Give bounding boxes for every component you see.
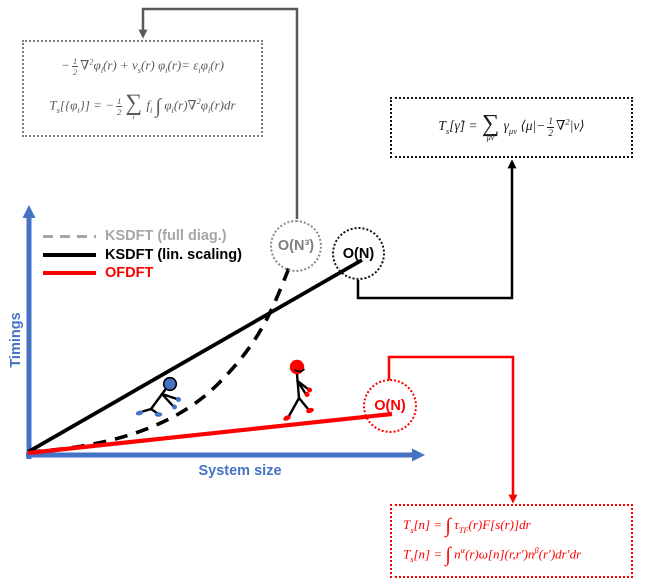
badge-on-ksdft-label: O(N) (342, 245, 375, 262)
ofdft-nonlocal-equation: Ts[n] = ∫ nα(r)ω[n](r,r′)nβ(r′)dr′dr (403, 544, 582, 567)
ofdft-thomas-fermi-equation: Ts[n] = ∫ τTF(r)F[s(r)]dr (403, 514, 531, 537)
legend-swatch-solid-black (43, 252, 96, 257)
walker-head (289, 359, 305, 375)
ofdft-line (27, 411, 393, 456)
connector-on3-to-ks-box (138, 7, 299, 219)
legend-label: KSDFT (full diag.) (105, 228, 227, 245)
ksdft-full-diag-curve (27, 267, 291, 454)
density-matrix-kinetic-equation: Ts[γ̂] = ∑ μν γμν ⟨μ|− 1 2 ∇2|ν⟩ (438, 110, 585, 143)
badge-on3-label: O(N³) (277, 238, 315, 254)
badge-on-ksdft: O(N) (332, 227, 385, 280)
legend-item-ksdft-linear: KSDFT (lin. scaling) (43, 246, 242, 265)
plot-legend: KSDFT (full diag.) KSDFT (lin. scaling) … (43, 227, 242, 283)
climber-head (162, 376, 178, 392)
badge-on-ofdft-label: O(N) (374, 398, 406, 414)
legend-item-ofdft: OFDFT (43, 264, 242, 283)
ksdft-kinetic-energy-equation: Ts[{φi}] = −1 2 ∑ i fi ∫ φi(r)∇2φi(r)dr (49, 89, 236, 121)
density-matrix-equation-box: Ts[γ̂] = ∑ μν γμν ⟨μ|− 1 2 ∇2|ν⟩ (390, 97, 633, 158)
climber-figure (135, 376, 181, 417)
legend-item-ksdft-full-diag: KSDFT (full diag.) (43, 227, 242, 246)
badge-on3: O(N³) (270, 220, 322, 272)
y-axis-label: Timings (8, 312, 24, 368)
ksdft-eigenvalue-equation: −1 2 ∇2φi(r) + vs(r) φi(r)= εiφi(r) (61, 56, 224, 78)
legend-swatch-solid-red (43, 271, 96, 276)
walker-figure (283, 359, 314, 421)
plot-axes (22, 204, 426, 462)
legend-label: OFDFT (105, 265, 154, 282)
badge-on-ofdft: O(N) (363, 379, 417, 433)
ksdft-linear-line (27, 258, 363, 454)
connector-onof-to-of-box (387, 355, 518, 504)
ksdft-equations-box: −1 2 ∇2φi(r) + vs(r) φi(r)= εiφi(r) Ts[{φi… (22, 40, 263, 137)
x-axis-label: System size (198, 463, 282, 479)
ofdft-equations-box: Ts[n] = ∫ τTF(r)F[s(r)]dr Ts[n] = ∫ nα(r… (390, 504, 633, 578)
connector-onks-to-gamma-box (356, 159, 517, 300)
legend-swatch-dashed-gray (43, 234, 96, 238)
legend-label: KSDFT (lin. scaling) (105, 246, 242, 263)
